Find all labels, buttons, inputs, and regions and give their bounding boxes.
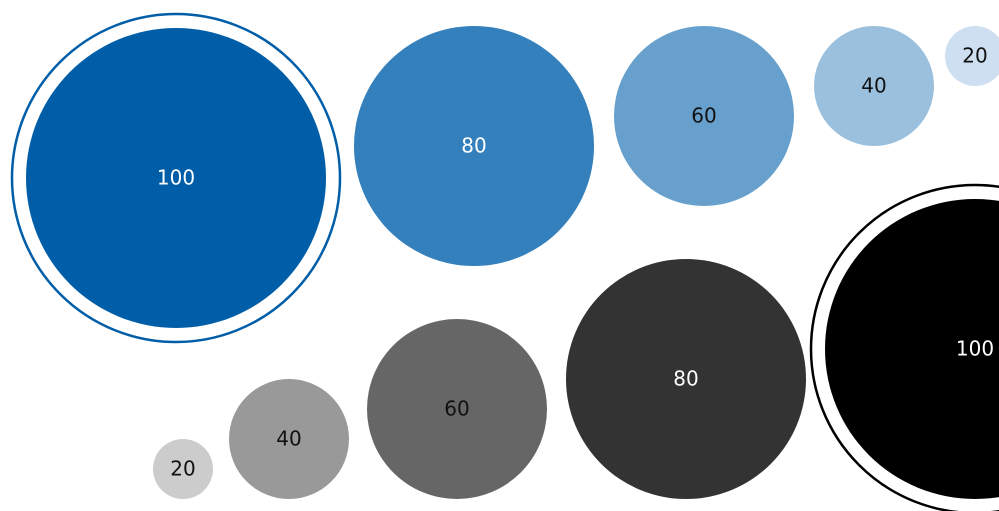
bubble-label: 20 xyxy=(170,457,195,481)
bubble xyxy=(26,28,326,328)
bubble-label: 60 xyxy=(444,397,469,421)
bubble-label: 40 xyxy=(861,74,886,98)
bubble xyxy=(945,26,999,86)
highlight-ring xyxy=(809,183,999,511)
bubble-label: 100 xyxy=(956,337,994,361)
bubble-label: 100 xyxy=(157,166,195,190)
bubble xyxy=(566,259,806,499)
bubble xyxy=(825,199,999,499)
series-1: 100 80 60 40 20 xyxy=(10,12,999,344)
bubble xyxy=(354,26,594,266)
series-2: 20 40 60 80 100 xyxy=(153,183,999,511)
bubble-label: 20 xyxy=(962,44,987,68)
bubble-label: 80 xyxy=(461,134,486,158)
highlight-ring xyxy=(10,12,342,344)
bubble xyxy=(614,26,794,206)
bubble-label: 40 xyxy=(276,427,301,451)
bubble xyxy=(814,26,934,146)
bubble-label: 80 xyxy=(673,367,698,391)
bubble xyxy=(367,319,547,499)
bubble xyxy=(153,439,213,499)
bubble-label: 60 xyxy=(691,104,716,128)
bubble xyxy=(229,379,349,499)
